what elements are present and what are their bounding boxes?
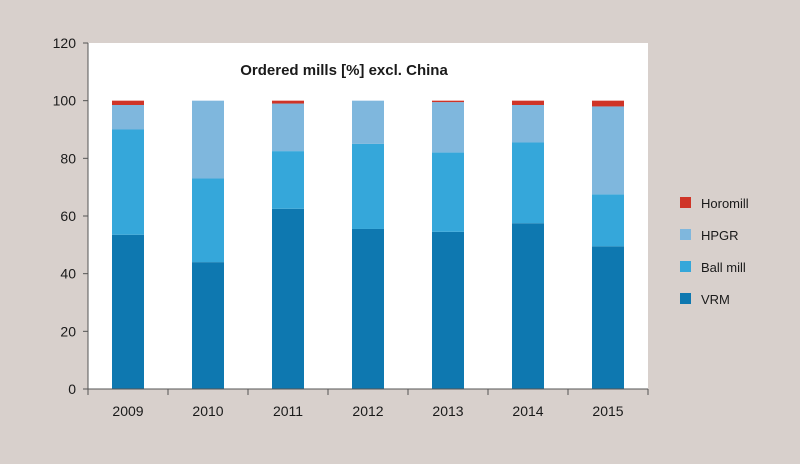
legend-label-horomill: Horomill (701, 196, 749, 211)
bar-ball-mill-2009 (112, 129, 144, 235)
x-tick-label-2010: 2010 (192, 403, 223, 419)
bar-hpgr-2014 (512, 104, 544, 143)
bar-hpgr-2013 (432, 102, 464, 153)
bar-ball-mill-2015 (592, 194, 624, 247)
bar-vrm-2010 (192, 262, 224, 389)
legend-swatch-horomill (680, 197, 691, 208)
bar-ball-mill-2013 (432, 152, 464, 232)
x-tick-label-2012: 2012 (352, 403, 383, 419)
bar-hpgr-2012 (352, 100, 384, 144)
x-tick-label-2013: 2013 (432, 403, 463, 419)
legend-label-vrm: VRM (701, 292, 730, 307)
bar-horomill-2014 (512, 100, 544, 105)
bar-horomill-2011 (272, 100, 304, 104)
y-tick-label: 20 (60, 323, 76, 339)
bar-horomill-2015 (592, 100, 624, 107)
x-tick-label-2011: 2011 (273, 403, 303, 419)
axes-layer: 0 20 40 60 80 100 120 2009 2010 2011 2012 2013 2014 2… (53, 35, 649, 419)
legend-swatch-hpgr (680, 229, 691, 240)
legend-label-hpgr: HPGR (701, 228, 739, 243)
y-tick-label: 40 (60, 266, 76, 282)
y-tick-label: 0 (68, 381, 76, 397)
bar-horomill-2013 (432, 100, 464, 103)
legend: Horomill HPGR Ball mill VRM (680, 196, 749, 307)
bar-horomill-2009 (112, 100, 144, 105)
bar-hpgr-2011 (272, 103, 304, 152)
bar-vrm-2009 (112, 234, 144, 389)
bars-layer (112, 100, 624, 389)
legend-swatch-vrm (680, 293, 691, 304)
bar-hpgr-2015 (592, 106, 624, 195)
bar-vrm-2011 (272, 208, 304, 389)
x-tick-label-2015: 2015 (592, 403, 623, 419)
bar-ball-mill-2011 (272, 151, 304, 209)
bar-vrm-2012 (352, 228, 384, 389)
bar-hpgr-2010 (192, 100, 224, 179)
bar-vrm-2015 (592, 246, 624, 389)
y-tick-label: 60 (60, 208, 76, 224)
bar-vrm-2013 (432, 231, 464, 389)
bar-ball-mill-2012 (352, 143, 384, 229)
bar-ball-mill-2010 (192, 178, 224, 263)
y-tick-label: 100 (53, 93, 77, 109)
x-tick-label-2014: 2014 (512, 403, 543, 419)
y-tick-label: 80 (60, 150, 76, 166)
x-tick-label-2009: 2009 (112, 403, 143, 419)
legend-swatch-ball-mill (680, 261, 691, 272)
bar-vrm-2014 (512, 223, 544, 389)
legend-label-ball-mill: Ball mill (701, 260, 746, 275)
chart-title: Ordered mills [%] excl. China (240, 62, 448, 79)
bar-ball-mill-2014 (512, 142, 544, 224)
y-tick-label: 120 (53, 35, 77, 51)
bar-hpgr-2009 (112, 104, 144, 130)
